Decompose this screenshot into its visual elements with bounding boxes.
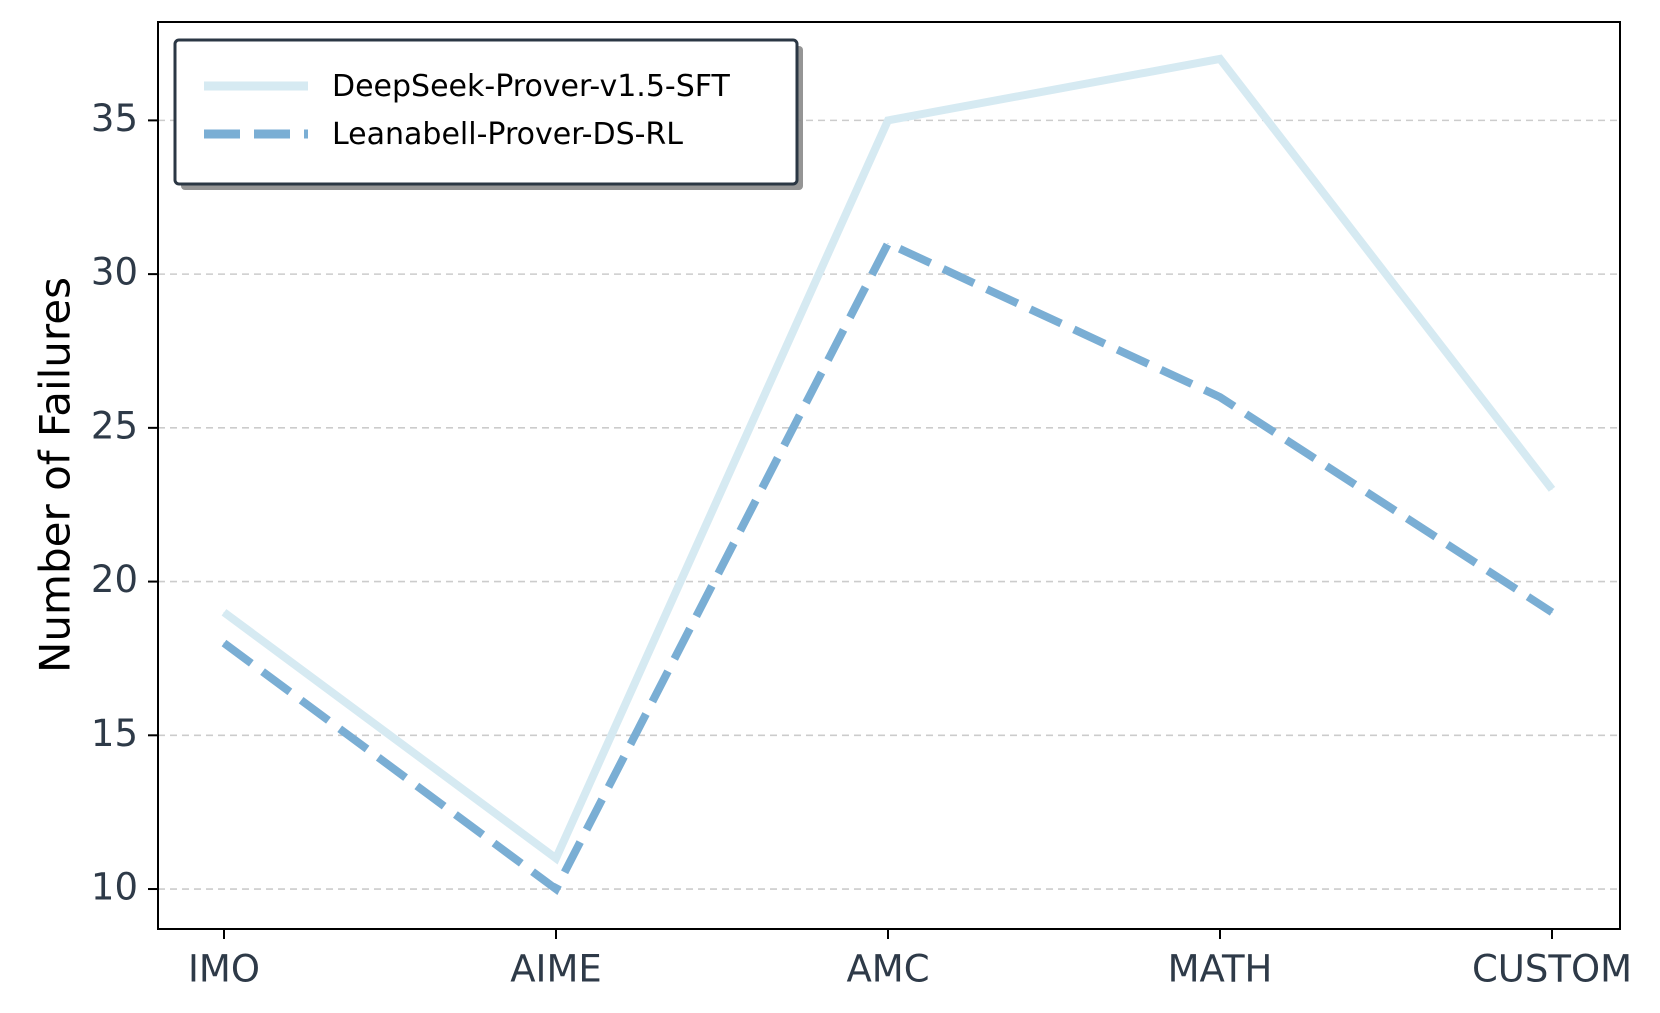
point-deepseek-aime xyxy=(555,857,557,859)
y-tick-label-20: 20 xyxy=(91,558,138,601)
y-tick-label-30: 30 xyxy=(91,251,138,294)
point-leanabell-custom xyxy=(1551,611,1553,613)
point-leanabell-math xyxy=(1219,396,1221,398)
point-leanabell-amc xyxy=(887,242,889,244)
y-axis-title: Number of Failures xyxy=(31,277,80,673)
legend-label-deepseek: DeepSeek-Prover-v1.5-SFT xyxy=(332,69,731,104)
x-tick-label-math: MATH xyxy=(1168,948,1273,991)
series-lines xyxy=(221,54,1556,896)
x-axis-ticks: IMO AIME AMC MATH CUSTOM xyxy=(188,929,1632,991)
legend: DeepSeek-Prover-v1.5-SFT Leanabell-Prove… xyxy=(173,38,803,190)
point-leanabell-aime xyxy=(555,888,557,890)
point-deepseek-amc xyxy=(887,119,889,121)
x-tick-label-imo: IMO xyxy=(188,948,260,991)
legend-box xyxy=(173,38,799,186)
x-tick-label-custom: CUSTOM xyxy=(1472,948,1632,991)
y-tick-label-15: 15 xyxy=(91,712,138,755)
x-tick-label-aime: AIME xyxy=(510,948,602,991)
series-line-leanabell xyxy=(221,238,1555,896)
legend-label-leanabell: Leanabell-Prover-DS-RL xyxy=(332,117,683,152)
y-tick-label-25: 25 xyxy=(91,404,138,447)
point-deepseek-imo xyxy=(223,611,225,613)
y-tick-label-10: 10 xyxy=(91,866,138,909)
y-tick-label-35: 35 xyxy=(91,97,138,140)
point-leanabell-imo xyxy=(223,642,225,644)
x-tick-label-amc: AMC xyxy=(846,948,929,991)
point-deepseek-math xyxy=(1219,58,1221,60)
y-axis-ticks: 10 15 20 25 30 35 xyxy=(91,97,158,909)
grid-lines xyxy=(158,119,1620,890)
point-deepseek-custom xyxy=(1551,488,1553,490)
